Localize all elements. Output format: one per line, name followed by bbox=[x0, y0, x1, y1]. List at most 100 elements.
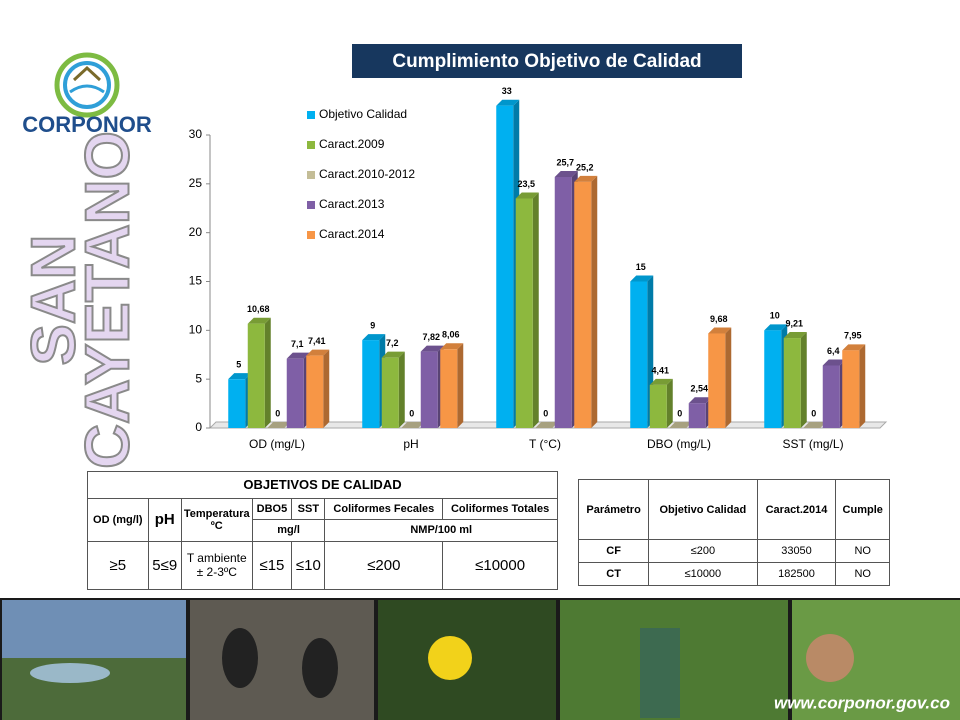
data-label: 4,41 bbox=[651, 365, 669, 375]
data-label: 7,95 bbox=[844, 331, 862, 341]
y-tick-label: 0 bbox=[195, 420, 202, 434]
cell: ≤200 bbox=[648, 539, 758, 563]
bar-top bbox=[574, 175, 598, 182]
legend-label: Objetivo Calidad bbox=[319, 107, 407, 121]
cell: ≥5 bbox=[87, 540, 149, 591]
bar-side bbox=[800, 332, 807, 428]
data-label: 7,2 bbox=[386, 338, 399, 348]
legend-label: Caract.2014 bbox=[319, 227, 385, 241]
bar-side bbox=[457, 343, 464, 428]
cell: 33050 bbox=[756, 539, 837, 563]
data-label: 9 bbox=[370, 320, 375, 330]
bar bbox=[515, 198, 533, 428]
data-label: 33 bbox=[502, 86, 512, 96]
bar-top bbox=[783, 332, 807, 339]
bar bbox=[381, 357, 399, 428]
bar-top bbox=[401, 422, 425, 428]
bar-top bbox=[515, 192, 539, 199]
title-box bbox=[352, 44, 742, 78]
bar bbox=[764, 330, 782, 428]
data-label: 7,41 bbox=[308, 336, 326, 346]
legend-swatch bbox=[307, 231, 315, 239]
header: Temperatura ºC bbox=[180, 497, 253, 542]
bar bbox=[554, 176, 572, 428]
bar-top bbox=[630, 275, 654, 282]
header: SST bbox=[291, 497, 326, 521]
data-label: 10,68 bbox=[247, 304, 270, 314]
data-label: 2,54 bbox=[690, 384, 708, 394]
x-tick-label: SST (mg/L) bbox=[782, 437, 843, 451]
x-tick-label: T (°C) bbox=[529, 437, 561, 451]
cell: CT bbox=[577, 562, 650, 586]
data-label: 9,68 bbox=[710, 314, 728, 324]
photo-strip: www.corponor.gov.co bbox=[0, 598, 960, 720]
bar-top bbox=[267, 422, 291, 428]
bar bbox=[420, 351, 438, 428]
bar-side bbox=[859, 344, 866, 428]
data-label: 0 bbox=[811, 408, 816, 418]
data-label: 8,06 bbox=[442, 330, 460, 340]
x-tick-label: DBO (mg/L) bbox=[647, 437, 711, 451]
header: Parámetro bbox=[577, 479, 650, 540]
bar-top bbox=[228, 373, 252, 380]
bar-top bbox=[764, 324, 788, 331]
cell: 182500 bbox=[756, 562, 837, 586]
bar-top bbox=[420, 345, 444, 352]
bar-top bbox=[286, 352, 310, 359]
chart-title: Cumplimiento Objetivo de Calidad bbox=[392, 51, 701, 72]
bar-top bbox=[535, 422, 559, 428]
data-label: 7,82 bbox=[422, 332, 440, 342]
bar bbox=[247, 323, 265, 428]
data-label: 15 bbox=[636, 262, 646, 272]
table-title: OBJETIVOS DE CALIDAD bbox=[87, 471, 558, 499]
cell: ≤15 bbox=[251, 540, 293, 591]
brand: CORPONOR bbox=[22, 112, 152, 137]
data-label: 25,7 bbox=[556, 157, 574, 167]
data-label: 9,21 bbox=[785, 318, 803, 328]
bar bbox=[708, 333, 726, 428]
y-tick-label: 20 bbox=[189, 225, 203, 239]
x-tick-label: pH bbox=[403, 437, 418, 451]
bar-side bbox=[591, 175, 598, 428]
header: Cumple bbox=[835, 479, 890, 540]
header: pH bbox=[147, 497, 182, 542]
bar bbox=[822, 365, 840, 428]
header: OD (mg/l) bbox=[87, 497, 149, 542]
legend-swatch bbox=[307, 171, 315, 179]
photo bbox=[190, 600, 374, 720]
cell: T ambiente ± 2-3ºC bbox=[180, 540, 253, 591]
y-tick-label: 5 bbox=[195, 371, 202, 385]
data-label: 10 bbox=[770, 311, 780, 321]
cell: ≤10000 bbox=[442, 540, 558, 591]
y-tick-label: 15 bbox=[189, 274, 203, 288]
data-label: 0 bbox=[543, 408, 548, 418]
chart: CORPONOR SAN CAYETANO Cumplimiento Objet… bbox=[18, 44, 888, 470]
bar-side bbox=[323, 349, 330, 428]
bar-side bbox=[532, 192, 539, 428]
legend-swatch bbox=[307, 111, 315, 119]
bar-top bbox=[554, 170, 578, 177]
cell: NO bbox=[835, 539, 890, 563]
bar-side bbox=[666, 378, 673, 428]
cell: ≤10 bbox=[291, 540, 326, 591]
cell: ≤10000 bbox=[648, 562, 758, 586]
logo bbox=[54, 52, 120, 118]
bar bbox=[574, 181, 592, 428]
header: Caract.2014 bbox=[756, 479, 837, 540]
legend-label: Caract.2013 bbox=[319, 197, 385, 211]
x-tick-label: OD (mg/L) bbox=[249, 437, 305, 451]
bar-top bbox=[803, 422, 827, 428]
bar-top bbox=[306, 349, 330, 356]
legend-swatch bbox=[307, 201, 315, 209]
data-label: 0 bbox=[677, 408, 682, 418]
bar bbox=[362, 340, 380, 428]
bar-top bbox=[708, 327, 732, 334]
cell: CF bbox=[577, 539, 650, 563]
legend-label: Caract.2010-2012 bbox=[319, 167, 415, 181]
data-label: 0 bbox=[409, 408, 414, 418]
bar bbox=[496, 105, 514, 428]
data-label: 25,2 bbox=[576, 162, 594, 172]
unit: NMP/100 ml bbox=[324, 519, 558, 542]
bar bbox=[649, 384, 667, 428]
cell: ≤200 bbox=[324, 540, 444, 591]
